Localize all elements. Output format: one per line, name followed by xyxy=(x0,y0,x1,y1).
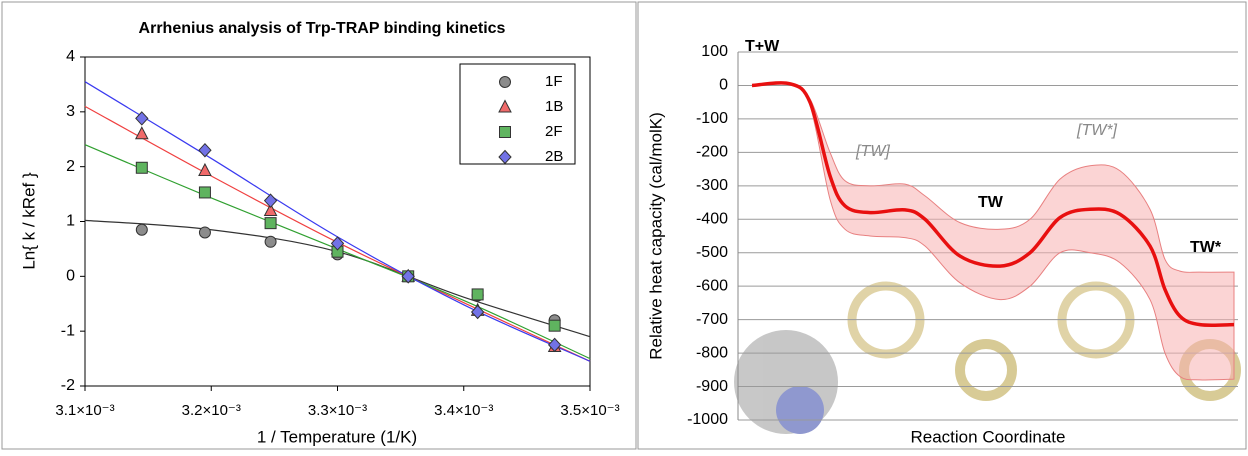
annotation: [TW*] xyxy=(1076,122,1118,139)
y-tick-label: -700 xyxy=(696,311,728,328)
legend-label: 1B xyxy=(545,98,563,115)
y-axis-label: Relative heat capacity (cal/molK) xyxy=(646,112,665,360)
figure: Arrhenius analysis of Trp-TRAP binding k… xyxy=(0,0,1248,451)
y-tick-label: 1 xyxy=(66,213,75,230)
marker xyxy=(136,162,147,173)
y-tick-label: -500 xyxy=(696,244,728,261)
annotation: T+W xyxy=(745,38,780,55)
x-axis-label: Reaction Coordinate xyxy=(911,427,1066,446)
protein-image xyxy=(960,344,1012,396)
y-tick-label: 100 xyxy=(701,43,728,60)
marker xyxy=(265,218,276,229)
protein-image xyxy=(776,386,824,434)
marker xyxy=(199,144,211,157)
marker xyxy=(136,127,148,138)
marker xyxy=(549,320,560,331)
y-tick-label: -1000 xyxy=(687,411,728,428)
y-tick-label: -600 xyxy=(696,277,728,294)
y-tick-label: 2 xyxy=(66,158,75,175)
y-tick-label: -100 xyxy=(696,110,728,127)
y-tick-label: 4 xyxy=(66,48,75,65)
y-tick-label: 0 xyxy=(66,268,75,285)
x-tick-label: 3.4×10⁻³ xyxy=(434,402,493,419)
annotation: TW* xyxy=(1190,239,1222,256)
y-tick-label: -2 xyxy=(61,377,75,394)
annotation: [TW] xyxy=(855,143,890,160)
x-tick-label: 3.3×10⁻³ xyxy=(308,402,367,419)
band xyxy=(752,83,1234,380)
marker xyxy=(199,227,210,238)
x-tick-label: 3.1×10⁻³ xyxy=(55,402,114,419)
y-tick-label: -400 xyxy=(696,210,728,227)
legend-label: 2F xyxy=(545,123,563,140)
y-tick-label: -900 xyxy=(696,378,728,395)
marker xyxy=(199,187,210,198)
marker xyxy=(500,127,511,138)
y-tick-label: 3 xyxy=(66,103,75,120)
x-axis-label: 1 / Temperature (1/K) xyxy=(257,427,417,446)
y-tick-label: -1 xyxy=(61,322,75,339)
y-axis-label: Ln{ k / kRef } xyxy=(19,172,38,270)
x-tick-label: 3.5×10⁻³ xyxy=(560,402,619,419)
marker xyxy=(472,289,483,300)
y-tick-label: 0 xyxy=(719,77,728,94)
y-tick-label: -200 xyxy=(696,144,728,161)
marker xyxy=(136,224,147,235)
page: Arrhenius analysis of Trp-TRAP binding k… xyxy=(0,0,1248,451)
annotation: TW xyxy=(978,194,1004,211)
legend-label: 1F xyxy=(545,73,563,90)
y-tick-label: -800 xyxy=(696,344,728,361)
y-tick-label: -300 xyxy=(696,177,728,194)
marker xyxy=(265,236,276,247)
marker xyxy=(500,77,511,88)
chart-title: Arrhenius analysis of Trp-TRAP binding k… xyxy=(139,20,506,37)
x-tick-label: 3.2×10⁻³ xyxy=(182,402,241,419)
legend-label: 2B xyxy=(545,148,563,165)
